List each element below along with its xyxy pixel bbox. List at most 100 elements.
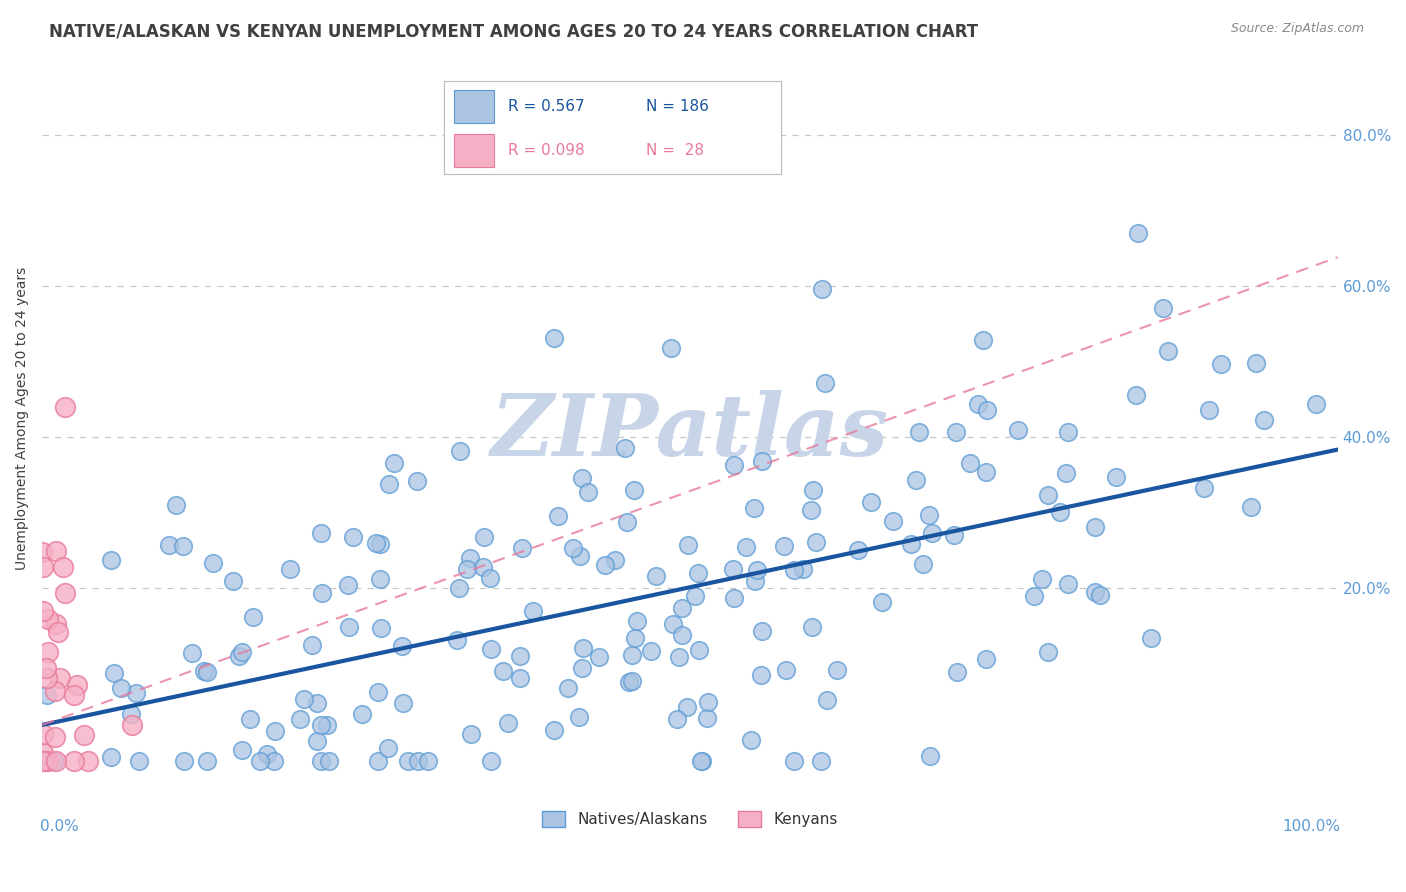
Point (290, 712, 312, 726)
Point (66, 678, 89, 692)
Point (921, 525, 943, 540)
Point (814, 376, 837, 390)
Point (231, 743, 253, 757)
Point (688, 643, 710, 657)
Point (744, 574, 766, 588)
Point (32, 727, 55, 741)
Point (1126, 226, 1149, 240)
Point (309, 754, 332, 768)
Point (479, 754, 502, 768)
Point (576, 485, 599, 500)
Point (377, 741, 399, 756)
Point (1140, 631, 1163, 645)
Point (588, 650, 610, 665)
Point (668, 649, 690, 664)
Point (366, 535, 388, 549)
Legend: Natives/Alaskans, Kenyans: Natives/Alaskans, Kenyans (536, 805, 844, 833)
Point (742, 500, 765, 515)
Point (35, 688, 58, 702)
Point (735, 540, 758, 554)
Point (52, 559, 75, 574)
Point (367, 754, 389, 768)
Point (125, 686, 148, 700)
Point (671, 628, 693, 642)
Point (640, 644, 662, 658)
Point (37, 754, 59, 768)
Point (946, 665, 969, 680)
Point (1056, 425, 1078, 440)
Point (543, 723, 565, 738)
Point (967, 396, 990, 410)
Point (45, 544, 67, 558)
Point (943, 528, 966, 542)
Point (370, 621, 392, 635)
Point (1192, 481, 1215, 495)
Point (801, 620, 824, 634)
Point (32, 754, 55, 768)
Point (1024, 589, 1046, 603)
Point (721, 562, 744, 576)
Point (172, 539, 194, 553)
Point (406, 754, 429, 768)
Point (53, 400, 76, 414)
Point (904, 473, 927, 487)
Point (557, 681, 579, 695)
Point (666, 712, 689, 726)
Point (616, 515, 638, 529)
Point (173, 754, 195, 768)
Point (309, 526, 332, 541)
Point (623, 483, 645, 497)
Point (696, 695, 718, 709)
Point (678, 538, 700, 552)
Point (53, 586, 76, 600)
Point (1157, 344, 1180, 359)
Point (31, 544, 53, 558)
Point (792, 562, 814, 576)
Point (472, 530, 495, 544)
Point (45, 617, 67, 632)
Point (690, 754, 713, 768)
Point (1305, 397, 1327, 411)
Point (32, 754, 55, 768)
Point (547, 509, 569, 524)
Point (447, 581, 470, 595)
Point (595, 558, 617, 572)
Point (1083, 519, 1105, 533)
Point (974, 652, 997, 666)
Point (1036, 645, 1059, 659)
Point (522, 603, 544, 617)
Point (783, 563, 806, 577)
Point (305, 734, 328, 748)
Point (907, 425, 929, 439)
Point (976, 403, 998, 417)
Point (128, 754, 150, 768)
Point (31, 746, 53, 760)
Point (815, 693, 838, 707)
Point (568, 549, 591, 563)
Point (180, 646, 202, 660)
Point (806, 535, 828, 549)
Point (458, 550, 481, 565)
Point (671, 601, 693, 615)
Point (35, 754, 58, 768)
Point (76, 754, 98, 768)
Point (1088, 588, 1111, 602)
Point (1057, 576, 1080, 591)
Point (1239, 500, 1261, 515)
Point (1038, 488, 1060, 502)
Point (810, 754, 832, 768)
Point (449, 444, 471, 458)
Point (305, 696, 328, 710)
Point (675, 700, 697, 714)
Point (1253, 413, 1275, 427)
Point (1244, 356, 1267, 370)
Point (624, 632, 647, 646)
Point (446, 633, 468, 648)
Point (1084, 584, 1107, 599)
Point (256, 747, 278, 761)
Point (31, 560, 53, 574)
Point (1049, 505, 1071, 519)
Point (683, 590, 706, 604)
Point (662, 616, 685, 631)
Point (31, 604, 53, 618)
